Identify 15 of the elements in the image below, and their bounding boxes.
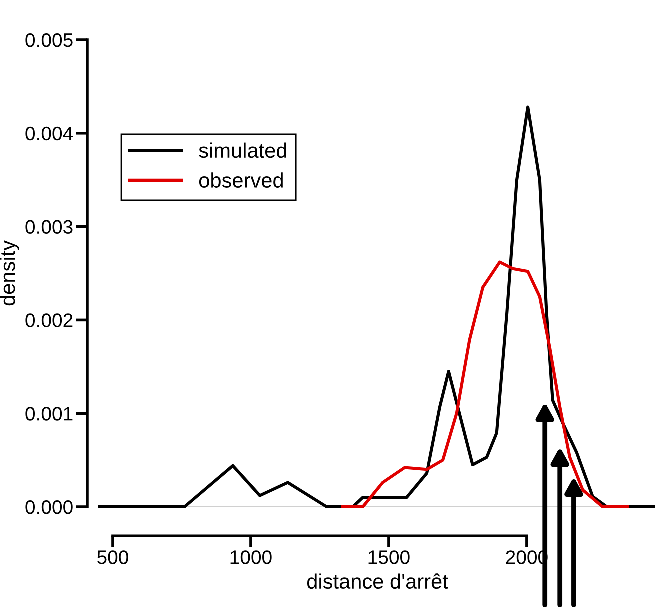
x-tick-label: 500 (98, 550, 128, 564)
legend-label: observed (199, 172, 283, 188)
y-tick-label: 0.003 (26, 220, 73, 234)
line-series (98, 106, 655, 509)
line-series (341, 260, 630, 509)
x-axis-title: distance d'arrêt (307, 574, 448, 590)
y-tick-label: 0.002 (26, 314, 73, 328)
y-tick-label: 0.001 (26, 407, 73, 421)
x-tick-label: 1000 (230, 550, 272, 564)
legend-label: simulated (199, 142, 286, 158)
y-tick-label: 0.005 (26, 33, 73, 48)
y-axis-title: density (0, 240, 20, 306)
y-tick-label: 0.004 (26, 126, 74, 141)
y-tick-label: 0.000 (26, 500, 73, 514)
x-tick-label: 1500 (368, 550, 410, 564)
